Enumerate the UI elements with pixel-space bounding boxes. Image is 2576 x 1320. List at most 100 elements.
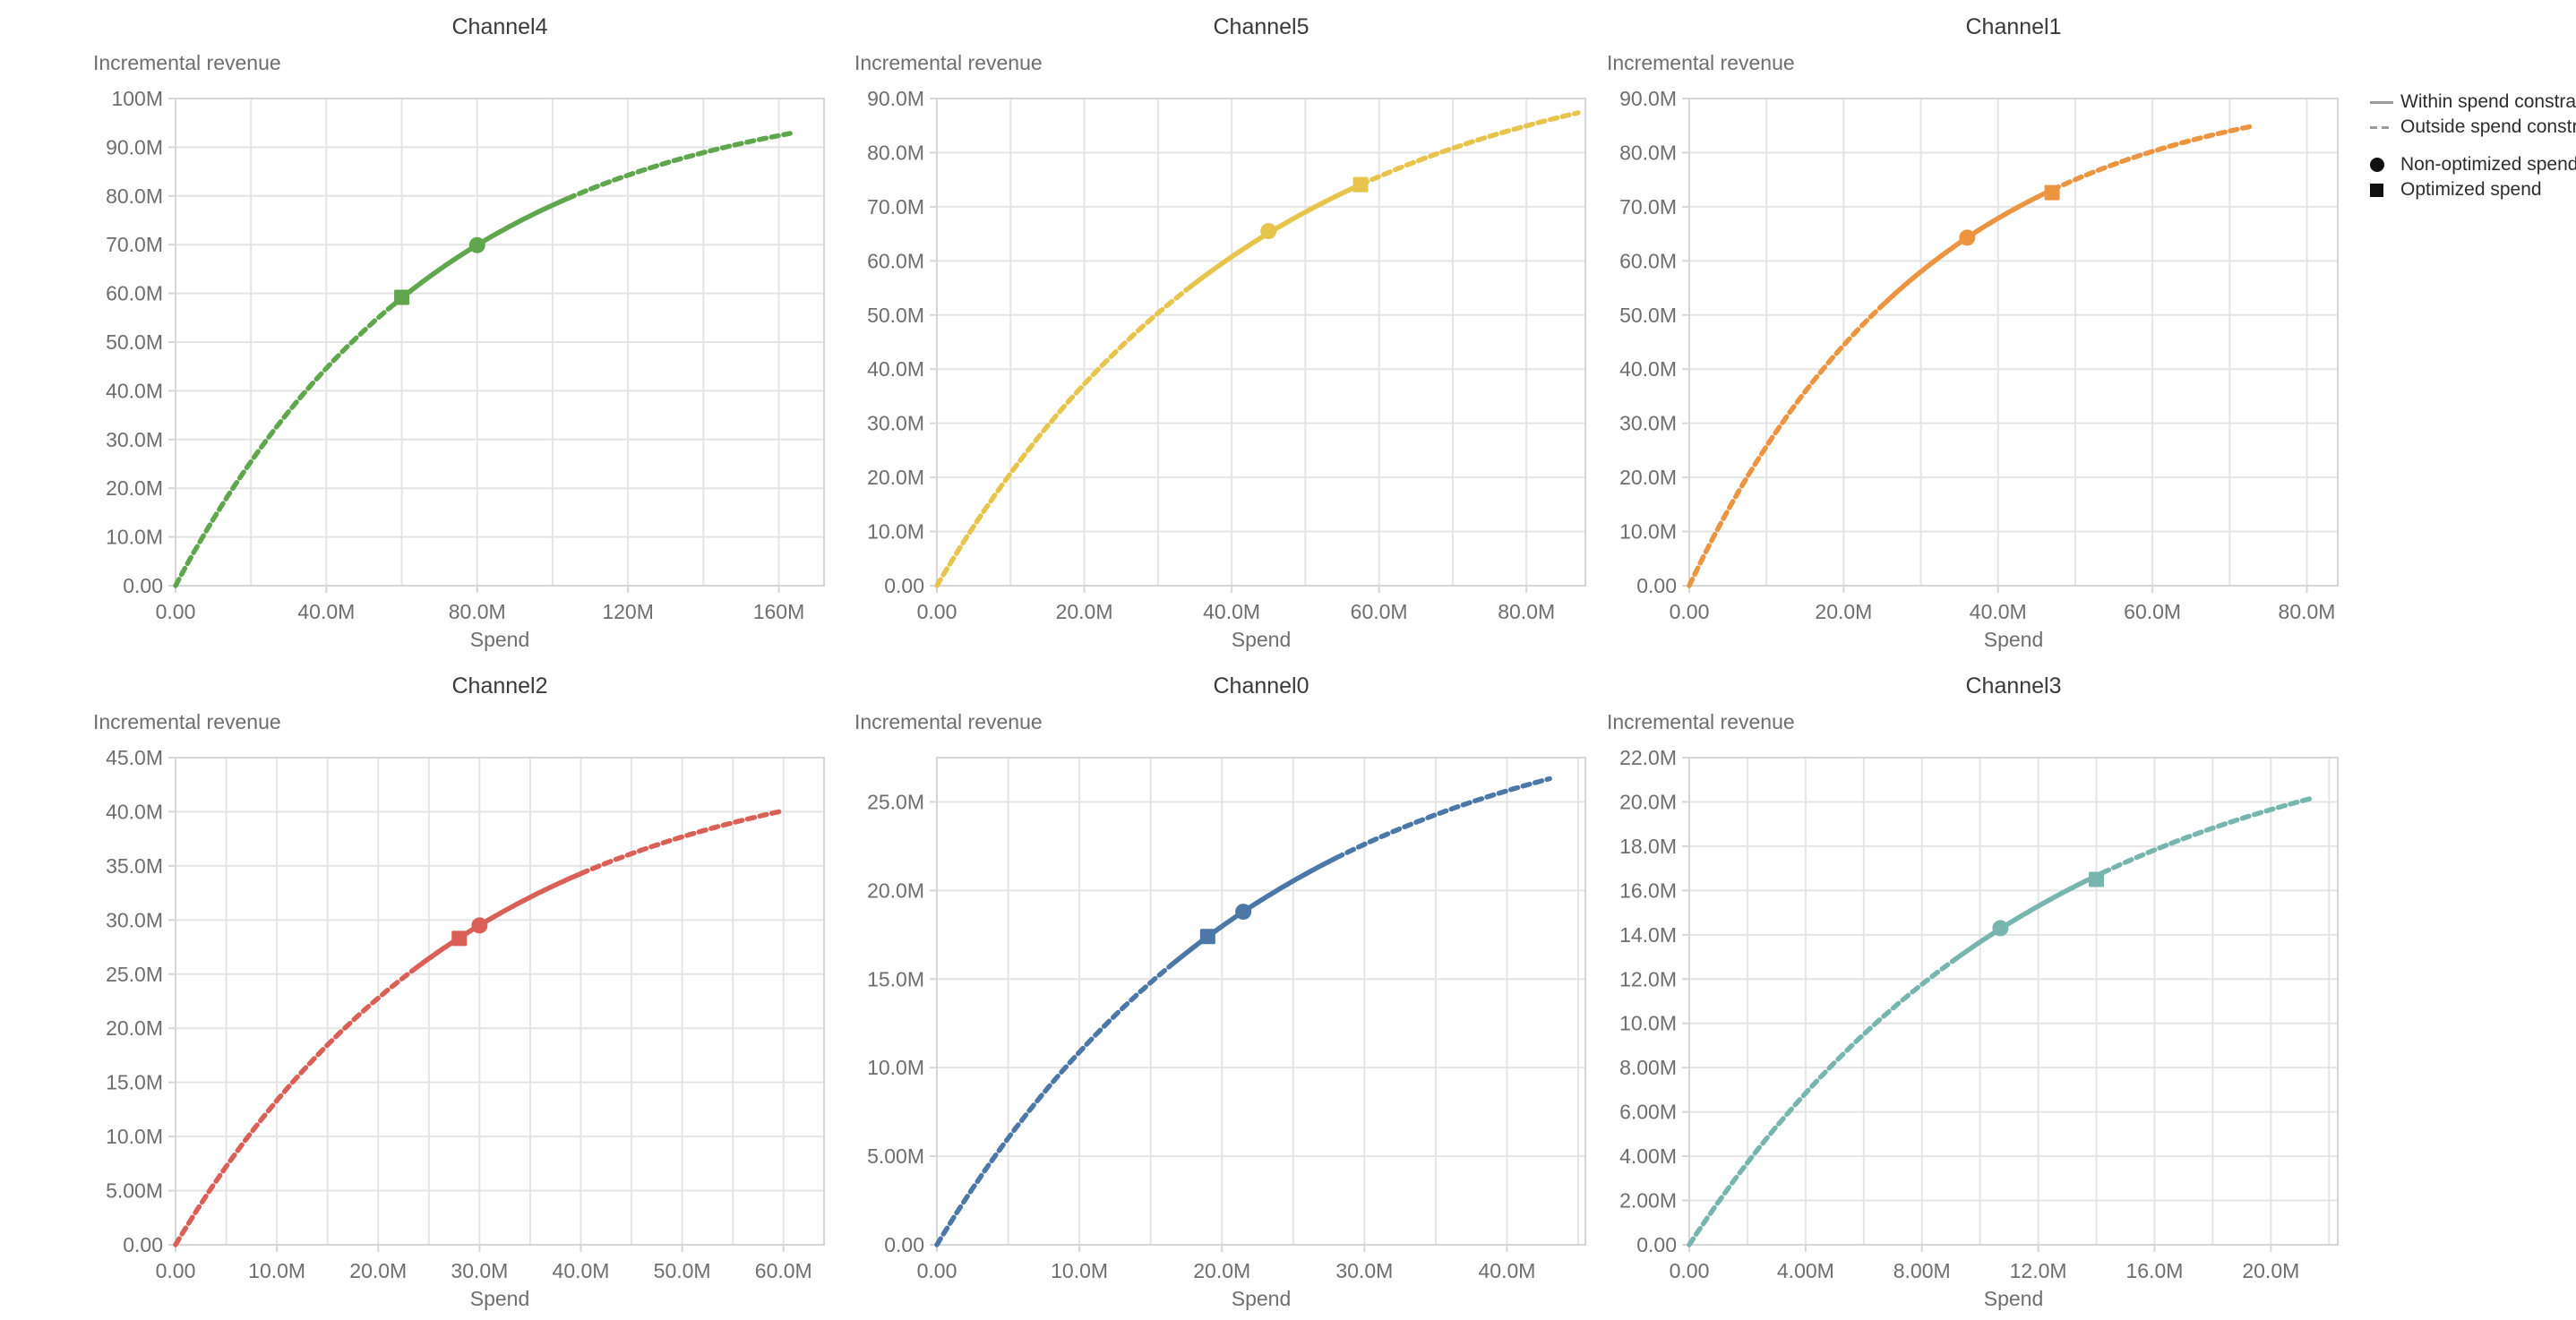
legend-label: Outside spend constraint <box>2400 116 2576 137</box>
chart-title: Channel3 <box>1965 673 2061 699</box>
legend-item-filled-circle: Non-optimized spend <box>2370 152 2576 177</box>
curve-outside-constraint-upper <box>578 808 786 877</box>
x-tick-label: 10.0M <box>1051 1259 1108 1282</box>
y-tick-label: 15.0M <box>867 967 924 990</box>
y-tick-label: 10.0M <box>867 1056 924 1079</box>
y-tick-label: 10.0M <box>1619 1012 1677 1035</box>
x-tick-label: 0.00 <box>1670 600 1710 623</box>
non-optimized-spend-marker <box>1235 904 1252 921</box>
y-axis-title: Incremental revenue <box>854 710 1043 733</box>
y-tick-label: 16.0M <box>1619 879 1677 902</box>
plot-border <box>936 757 1586 1246</box>
x-tick-label: 20.0M <box>349 1259 407 1282</box>
chart-canvas-channel5: 0.00 20.0M 40.0M 60.0M 80.0M 0.00 10.0M 20.0M 30… <box>854 14 1586 651</box>
chart-title: Channel1 <box>1965 14 2061 39</box>
legend-icon-wrap <box>2370 158 2400 172</box>
chart-channel4: 0.00 40.0M 80.0M 120M 160M 0.00 10.0M 20.0M 30.0… <box>90 5 851 656</box>
y-tick-label: 70.0M <box>1619 195 1677 219</box>
y-tick-label: 25.0M <box>106 963 163 986</box>
y-tick-label: 50.0M <box>1619 304 1677 327</box>
y-tick-label: 40.0M <box>1619 357 1677 381</box>
y-tick-label: 80.0M <box>106 184 163 208</box>
chart-channel0: 0.00 10.0M 20.0M 30.0M 40.0M 0.00 5.00M 10.0M 15… <box>851 664 1612 1315</box>
y-tick-label: 70.0M <box>106 233 163 256</box>
y-tick-label: 40.0M <box>106 800 163 823</box>
solid-line-icon <box>2370 100 2393 104</box>
legend-label: Non-optimized spend <box>2400 154 2576 175</box>
x-tick-label: 0.00 <box>156 1259 196 1282</box>
curve-within-constraint <box>416 870 584 969</box>
x-axis-title: Spend <box>1984 628 2044 651</box>
legend-icon-wrap <box>2370 100 2400 104</box>
y-tick-label: 50.0M <box>106 330 163 354</box>
y-tick-label: 30.0M <box>106 428 163 451</box>
x-tick-label: 80.0M <box>449 600 506 623</box>
x-tick-label: 40.0M <box>1479 1259 1536 1282</box>
y-tick-label: 100M <box>111 87 163 110</box>
x-tick-label: 30.0M <box>1335 1259 1393 1282</box>
y-tick-label: 35.0M <box>106 854 163 878</box>
y-tick-label: 8.00M <box>1619 1056 1677 1079</box>
y-tick-label: 0.00 <box>123 1233 163 1256</box>
filled-square-icon <box>2370 183 2383 197</box>
dashed-line-icon <box>2370 125 2393 129</box>
y-tick-label: 90.0M <box>106 135 163 159</box>
y-tick-label: 0.00 <box>123 574 163 597</box>
y-axis-title: Incremental revenue <box>93 51 281 74</box>
y-axis-title: Incremental revenue <box>1607 710 1795 733</box>
curve-outside-constraint-upper <box>2049 124 2255 193</box>
legend-label: Within spend constraint <box>2400 91 2576 112</box>
y-tick-label: 40.0M <box>867 357 924 381</box>
chart-title: Channel5 <box>1213 14 1309 39</box>
legend-icon-wrap <box>2370 183 2400 197</box>
y-tick-label: 4.00M <box>1619 1144 1677 1168</box>
chart-title: Channel0 <box>1213 673 1309 699</box>
y-tick-label: 20.0M <box>867 879 924 902</box>
x-axis-title: Spend <box>470 628 530 651</box>
y-tick-label: 30.0M <box>867 412 924 435</box>
y-tick-label: 10.0M <box>106 526 163 549</box>
x-tick-label: 16.0M <box>2125 1259 2183 1282</box>
legend-item-filled-square: Optimized spend <box>2370 177 2576 202</box>
y-tick-label: 20.0M <box>867 466 924 489</box>
legend-item-solid-line: Within spend constraint <box>2370 90 2576 115</box>
curve-within-constraint <box>1189 182 1363 289</box>
y-tick-label: 20.0M <box>1619 466 1677 489</box>
filled-circle-icon <box>2370 158 2384 172</box>
x-axis-title: Spend <box>1232 1287 1292 1310</box>
y-tick-label: 20.0M <box>1619 790 1677 813</box>
x-tick-label: 40.0M <box>1203 600 1260 623</box>
x-tick-label: 4.00M <box>1777 1259 1834 1282</box>
y-tick-label: 20.0M <box>106 476 163 500</box>
y-tick-label: 60.0M <box>867 249 924 272</box>
y-tick-label: 30.0M <box>1619 412 1677 435</box>
y-tick-label: 5.00M <box>106 1179 163 1203</box>
plot-border <box>936 98 1586 587</box>
chart-channel3: 0.00 4.00M 8.00M 12.0M 16.0M 20.0M 0.00 2.00M 4.… <box>1603 664 2365 1315</box>
y-axis-title: Incremental revenue <box>854 51 1043 74</box>
curve-outside-constraint-lower <box>173 963 422 1247</box>
x-tick-label: 0.00 <box>156 600 196 623</box>
y-tick-label: 10.0M <box>867 520 924 544</box>
curve-outside-constraint-lower <box>1687 953 1962 1247</box>
y-tick-label: 90.0M <box>1619 87 1677 110</box>
y-tick-label: 50.0M <box>867 304 924 327</box>
curve-within-constraint <box>1957 870 2105 959</box>
curve-outside-constraint-lower <box>934 962 1175 1247</box>
y-tick-label: 90.0M <box>867 87 924 110</box>
optimized-spend-marker <box>451 930 468 947</box>
x-tick-label: 8.00M <box>1893 1259 1951 1282</box>
x-tick-label: 160M <box>753 600 805 623</box>
optimized-spend-marker <box>1352 176 1369 193</box>
curve-outside-constraint-lower <box>1687 299 1889 588</box>
x-axis-title: Spend <box>470 1287 530 1310</box>
x-tick-label: 120M <box>602 600 654 623</box>
x-tick-label: 0.00 <box>917 600 957 623</box>
y-tick-label: 10.0M <box>1619 520 1677 544</box>
curve-within-constraint <box>1169 855 1339 967</box>
chart-title: Channel4 <box>451 14 547 39</box>
legend-item-dashed-line: Outside spend constraint <box>2370 115 2576 140</box>
chart-canvas-channel1: 0.00 20.0M 40.0M 60.0M 80.0M 0.00 10.0M 20.0M 30… <box>1607 14 2339 651</box>
x-axis-title: Spend <box>1984 1287 2044 1310</box>
y-tick-label: 80.0M <box>1619 141 1677 164</box>
